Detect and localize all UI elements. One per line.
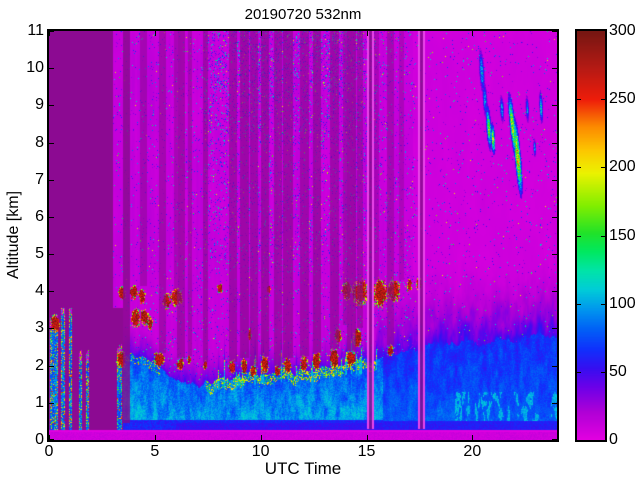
y-axis-label: Altitude [km] (5, 190, 22, 280)
y-tick-label: 2 (35, 356, 44, 374)
y-tick (49, 68, 54, 69)
y-tick (49, 217, 54, 218)
colorbar-tick (601, 372, 605, 373)
x-axis-label: UTC Time (264, 459, 342, 478)
y-tick (552, 143, 557, 144)
y-tick-label: 1 (35, 393, 44, 411)
colorbar-tick-label: 100 (609, 294, 636, 312)
colorbar-tick-label: 0 (609, 431, 618, 448)
y-tick-label: 10 (26, 59, 44, 77)
y-tick (552, 68, 557, 69)
x-tick (155, 31, 156, 36)
y-tick (552, 291, 557, 292)
y-tick (552, 217, 557, 218)
plot-title: 20190720 532nm (244, 6, 362, 23)
y-tick (49, 105, 54, 106)
y-tick (49, 180, 54, 181)
x-tick (261, 31, 262, 36)
x-tick-label: 20 (463, 443, 482, 460)
y-tick (552, 105, 557, 106)
y-tick (49, 439, 54, 440)
y-tick (49, 254, 54, 255)
y-tick-label: 3 (35, 319, 44, 337)
x-tick (49, 31, 50, 36)
colorbar-tick (577, 372, 581, 373)
colorbar (575, 29, 607, 442)
y-tick (49, 328, 54, 329)
y-tick-label: 9 (35, 96, 44, 114)
colorbar-tick-label: 150 (609, 226, 636, 244)
colorbar-tick (601, 99, 605, 100)
y-tick (49, 143, 54, 144)
y-tick (552, 403, 557, 404)
colorbar-tick (601, 167, 605, 168)
y-tick (49, 403, 54, 404)
x-tick-label: 5 (150, 443, 160, 460)
y-tick (49, 291, 54, 292)
plot-area (47, 29, 559, 442)
x-tick (49, 435, 50, 440)
y-tick (552, 439, 557, 440)
colorbar-tick-label: 200 (609, 158, 636, 176)
y-tick-label: 7 (35, 170, 44, 188)
colorbar-tick (577, 304, 581, 305)
colorbar-tick-label: 250 (609, 90, 636, 108)
y-tick-label: 6 (35, 207, 44, 225)
x-tick (472, 31, 473, 36)
x-tick (261, 435, 262, 440)
y-tick (49, 366, 54, 367)
y-tick-label: 0 (35, 431, 44, 448)
x-tick (155, 435, 156, 440)
colorbar-tick-label: 300 (609, 22, 636, 39)
x-tick (367, 31, 368, 36)
x-tick-label: 0 (44, 443, 54, 460)
heatmap-canvas (49, 31, 557, 440)
x-tick-label: 15 (357, 443, 376, 460)
y-tick (49, 31, 54, 32)
colorbar-tick-label: 50 (609, 362, 627, 380)
x-tick (472, 435, 473, 440)
colorbar-tick (577, 236, 581, 237)
x-tick (367, 435, 368, 440)
y-tick-label: 11 (27, 22, 44, 39)
colorbar-tick (577, 99, 581, 100)
colorbar-tick (601, 236, 605, 237)
y-tick-label: 5 (35, 245, 44, 263)
y-tick (552, 31, 557, 32)
y-tick (552, 180, 557, 181)
colorbar-tick (601, 304, 605, 305)
y-tick (552, 366, 557, 367)
colorbar-tick (577, 167, 581, 168)
y-tick (552, 254, 557, 255)
colorbar-canvas (577, 31, 605, 440)
y-tick-label: 8 (35, 133, 44, 151)
y-tick-label: 4 (35, 282, 44, 300)
y-tick (552, 328, 557, 329)
x-tick-label: 10 (251, 443, 270, 460)
